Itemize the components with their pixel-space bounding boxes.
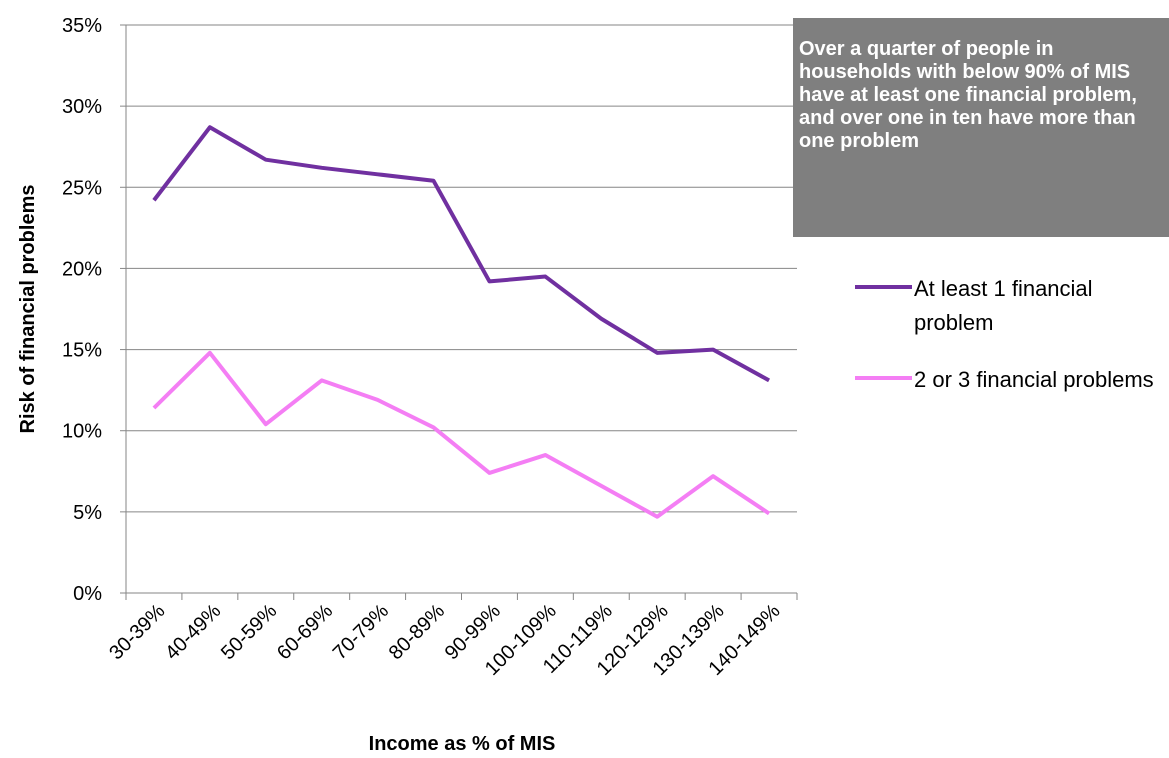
x-tick-label: 50-59% (217, 600, 281, 664)
x-tick-label: 30-39% (105, 600, 169, 664)
y-tick-label: 5% (73, 502, 102, 524)
y-tick-label: 30% (62, 96, 102, 118)
legend-label: At least 1 financial problem (914, 276, 1093, 335)
series-line (152, 350, 771, 519)
x-tick-label: 40-49% (161, 600, 225, 664)
x-tick-label: 80-89% (385, 600, 449, 664)
y-tick-label: 35% (62, 15, 102, 37)
y-tick-label: 15% (62, 340, 102, 362)
x-axis-title: Income as % of MIS (369, 733, 556, 755)
y-tick-label: 20% (62, 258, 102, 280)
x-tick-label: 70-79% (329, 600, 393, 664)
x-tick-label: 60-69% (273, 600, 337, 664)
y-axis-title: Risk of financial problems (17, 185, 39, 434)
y-tick-label: 0% (73, 583, 102, 605)
series-line (152, 125, 771, 383)
legend-label: 2 or 3 financial problems (914, 367, 1154, 392)
annotation: Over a quarter of people in households w… (793, 18, 1169, 237)
y-tick-label: 25% (62, 177, 102, 199)
y-tick-label: 10% (62, 421, 102, 443)
